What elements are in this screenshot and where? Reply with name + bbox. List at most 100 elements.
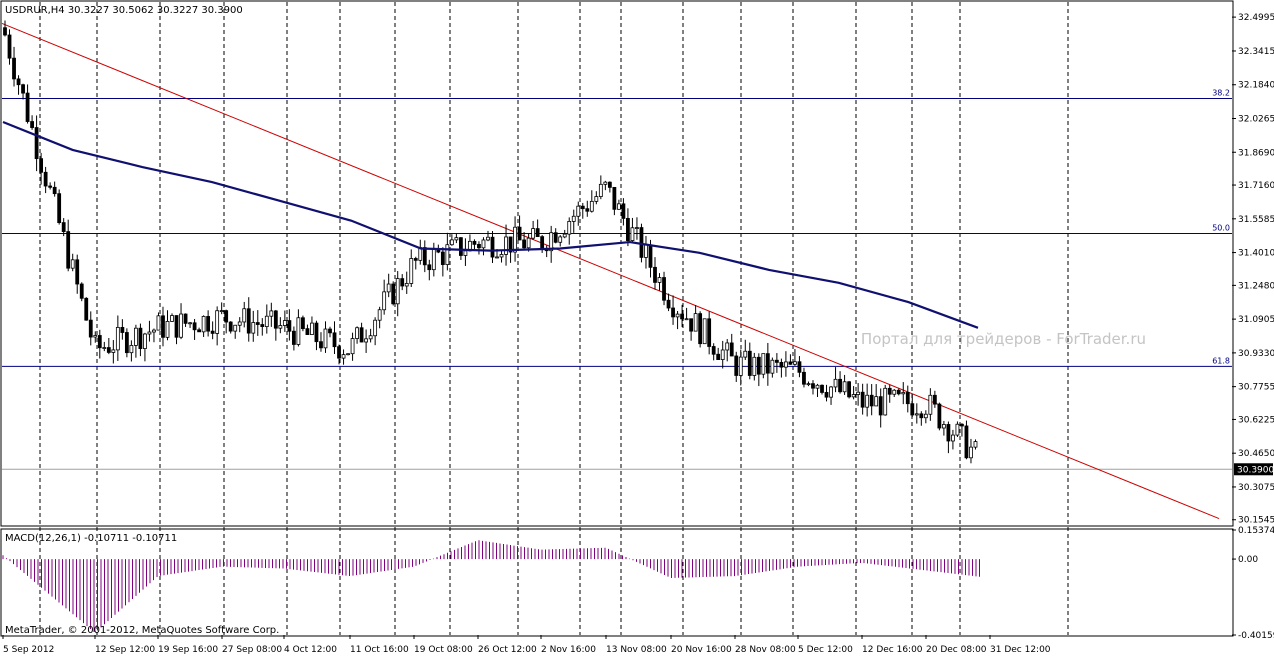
- candle-body: [806, 383, 811, 386]
- candle-body: [39, 158, 44, 173]
- candle-body: [70, 259, 75, 269]
- candle-body: [328, 328, 332, 334]
- candle-body: [305, 328, 310, 335]
- candle-body: [612, 186, 617, 210]
- candle-body: [896, 389, 901, 395]
- current-price-badge: [1234, 463, 1273, 476]
- candle-body: [558, 236, 563, 243]
- candle-body: [332, 332, 337, 348]
- y-tick-label: 32.1840: [1238, 81, 1274, 91]
- candle-body: [829, 386, 833, 398]
- y-tick-label: 30.4650: [1238, 449, 1274, 459]
- candle-body: [738, 356, 743, 376]
- candle-body: [445, 244, 450, 265]
- y-tick-label: 31.5585: [1238, 215, 1274, 225]
- x-tick-label: 19 Sep 16:00: [158, 645, 218, 655]
- x-tick-label: 5 Sep 2012: [3, 645, 54, 655]
- candle-body: [856, 391, 861, 395]
- candle-body: [553, 232, 558, 243]
- candle-body: [201, 316, 206, 333]
- candle-body: [287, 320, 292, 332]
- candle-body: [756, 356, 761, 375]
- macd-tick-label: -0.40159: [1238, 631, 1274, 641]
- candle-body: [932, 394, 937, 405]
- fib-level-label: 61.8: [1212, 356, 1230, 365]
- candle-body: [513, 226, 517, 253]
- candle-body: [52, 186, 57, 195]
- candle-body: [589, 200, 594, 212]
- candle-body: [463, 250, 468, 256]
- candle-body: [246, 308, 251, 334]
- candle-body: [549, 232, 554, 252]
- candle-body: [291, 330, 296, 345]
- candle-body: [477, 243, 481, 249]
- vertical-grid: [39, 2, 1069, 635]
- candle-body: [422, 247, 427, 266]
- y-tick-label: 30.6225: [1238, 415, 1274, 425]
- candle-body: [824, 392, 829, 398]
- candle-body: [960, 423, 964, 427]
- candle-body: [517, 226, 522, 241]
- candle-body: [923, 413, 928, 419]
- candle-body: [540, 236, 545, 250]
- candle-body: [716, 353, 721, 360]
- candle-body: [400, 278, 405, 287]
- candle-body: [260, 324, 265, 327]
- candle-body: [743, 350, 748, 358]
- candle-body: [156, 315, 161, 331]
- x-tick-label: 31 Dec 12:00: [990, 645, 1051, 655]
- candle-body: [183, 313, 188, 324]
- candle-body: [707, 318, 712, 347]
- candle-body: [639, 227, 644, 258]
- candle-body: [784, 361, 788, 368]
- candle-body: [603, 181, 608, 185]
- candle-body: [508, 236, 513, 253]
- candle-body: [851, 394, 856, 398]
- macd-tick-label: 0.15374: [1238, 526, 1274, 536]
- y-tick-label: 31.2480: [1238, 281, 1274, 291]
- fib-level-label: 50.0: [1212, 223, 1230, 232]
- x-tick-label: 11 Oct 16:00: [350, 645, 409, 655]
- candle-body: [878, 396, 883, 416]
- candle-body: [97, 335, 102, 349]
- candle-body: [120, 327, 125, 333]
- candle-body: [427, 264, 432, 271]
- candle-body: [729, 342, 734, 357]
- candle-body: [874, 396, 879, 407]
- candle-body: [526, 237, 531, 249]
- y-tick-label: 31.4010: [1238, 249, 1274, 259]
- candle-body: [499, 254, 504, 258]
- candle-body: [364, 338, 369, 343]
- candle-body: [431, 249, 436, 271]
- x-tick-label: 13 Nov 08:00: [606, 645, 667, 655]
- candle-body: [323, 328, 328, 349]
- candle-body: [337, 346, 341, 359]
- macd-label: MACD(12,26,1) -0.10711 -0.10711: [5, 533, 177, 544]
- candle-body: [626, 218, 630, 241]
- candle-body: [662, 277, 666, 301]
- fibonacci-levels: 38.2 50.0 61.8: [2, 88, 1232, 470]
- candle-body: [242, 308, 247, 323]
- candle-body: [752, 356, 757, 376]
- candle-body: [7, 34, 12, 59]
- candle-body: [106, 347, 111, 353]
- candle-body: [486, 236, 490, 241]
- candle-body: [111, 349, 116, 353]
- candle-body: [161, 315, 165, 338]
- candle-body: [860, 391, 865, 408]
- moving-average-line: [2, 121, 979, 329]
- x-tick-label: 5 Dec 12:00: [798, 645, 853, 655]
- candle-body: [413, 258, 418, 261]
- candle-body: [255, 322, 260, 325]
- candle-body: [495, 256, 499, 259]
- candle-body: [720, 349, 725, 360]
- candle-body: [815, 384, 820, 389]
- candle-body: [57, 193, 62, 223]
- current-price-label: 30.3900: [1237, 465, 1274, 475]
- candle-body: [395, 278, 400, 305]
- x-tick-label: 12 Sep 12:00: [95, 645, 155, 655]
- candle-body: [34, 127, 39, 160]
- y-tick-label: 31.8690: [1238, 148, 1274, 158]
